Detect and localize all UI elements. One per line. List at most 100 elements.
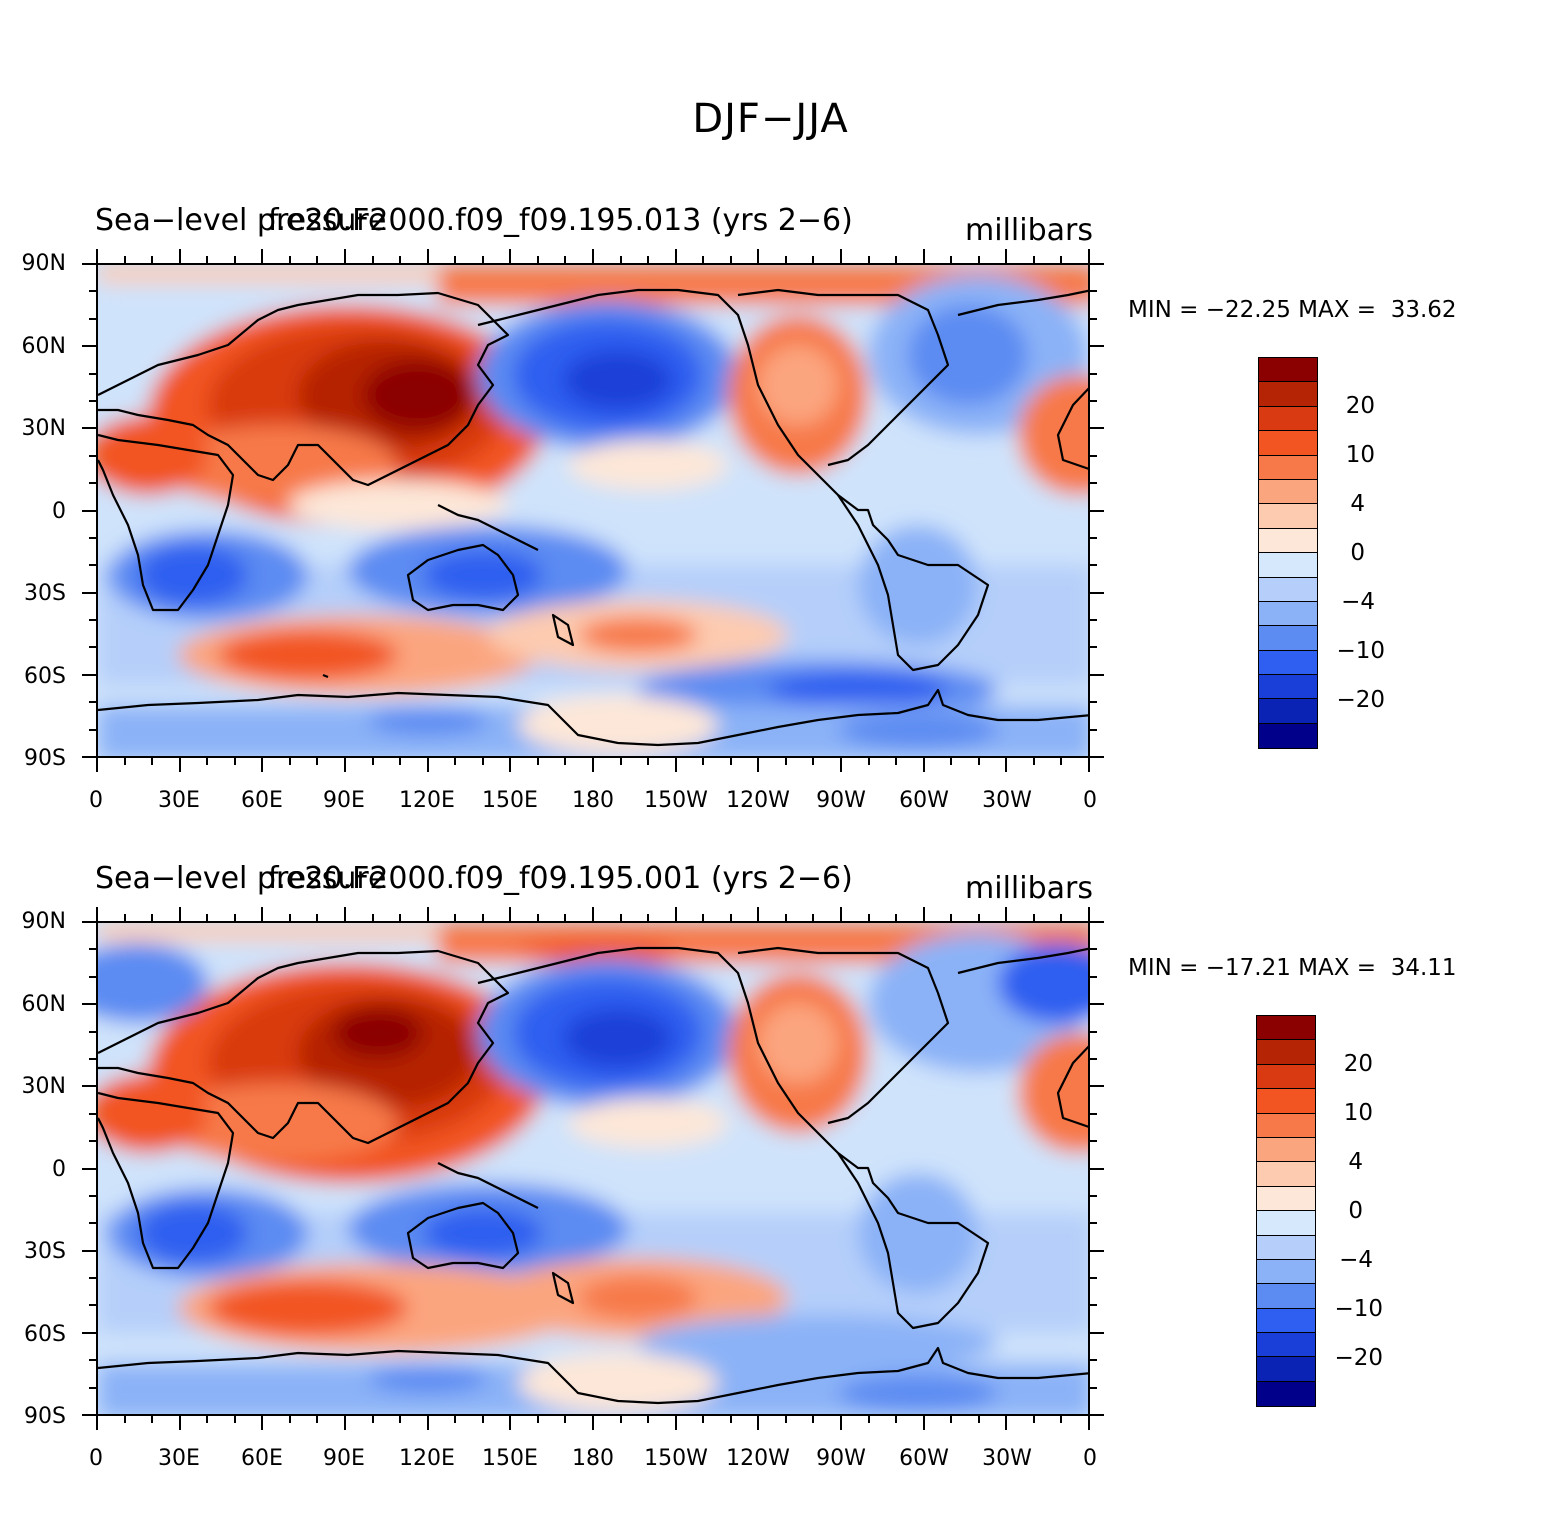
axis-tick: [124, 914, 126, 921]
y-tick-label: 30S: [24, 581, 66, 606]
axis-tick: [895, 1416, 897, 1423]
colorbar-segment: [1259, 431, 1317, 456]
colorbar-segment: [1259, 479, 1317, 505]
axis-tick: [344, 249, 346, 263]
axis-tick: [124, 1416, 126, 1423]
colorbar-segment: [1259, 577, 1317, 602]
axis-tick: [647, 758, 649, 765]
axis-tick: [151, 758, 153, 765]
axis-tick: [82, 592, 96, 594]
colorbar-label: 10: [1343, 1100, 1373, 1126]
map-plot: [96, 921, 1090, 1416]
y-tick-label: 0: [52, 1157, 66, 1182]
axis-tick: [261, 1416, 263, 1430]
axis-tick: [923, 758, 925, 772]
axis-tick: [1060, 1416, 1062, 1423]
axis-tick: [372, 758, 374, 765]
axis-tick: [89, 1222, 96, 1224]
axis-tick: [89, 373, 96, 375]
axis-tick: [89, 646, 96, 648]
axis-tick: [978, 914, 980, 921]
colorbar-segment: [1257, 1064, 1315, 1090]
axis-tick: [206, 914, 208, 921]
colorbar-label: 0: [1348, 1198, 1363, 1224]
axis-tick: [96, 758, 98, 772]
colorbar-label: −4: [1339, 1247, 1373, 1273]
axis-tick: [89, 1113, 96, 1115]
axis-tick: [289, 1416, 291, 1423]
axis-tick: [289, 914, 291, 921]
axis-tick: [179, 758, 181, 772]
axis-tick: [1090, 510, 1104, 512]
axis-tick: [757, 758, 759, 772]
axis-tick: [537, 914, 539, 921]
axis-tick: [454, 256, 456, 263]
x-tick-label: 90E: [323, 788, 365, 813]
axis-tick: [89, 1031, 96, 1033]
axis-tick: [620, 1416, 622, 1423]
colorbar-segment: [1257, 1162, 1315, 1187]
axis-tick: [950, 758, 952, 765]
axis-tick: [289, 758, 291, 765]
y-tick-label: 90N: [21, 251, 66, 276]
axis-tick: [895, 758, 897, 765]
y-tick-label: 60N: [21, 334, 66, 359]
colorbar-segment: [1259, 406, 1317, 432]
axis-tick: [1090, 1085, 1104, 1087]
axis-tick: [564, 1416, 566, 1423]
axis-tick: [96, 1416, 98, 1430]
axis-tick: [1090, 1140, 1097, 1142]
colorbar-segment: [1257, 1284, 1315, 1309]
colorbar-segment: [1257, 1113, 1315, 1138]
contour-field: [98, 265, 1088, 756]
colorbar-segment: [1257, 1259, 1315, 1285]
axis-tick: [840, 249, 842, 263]
axis-tick: [1090, 373, 1097, 375]
axis-tick: [89, 482, 96, 484]
axis-tick: [1005, 249, 1007, 263]
min-max-readout: MIN = −17.21 MAX = 34.11: [1128, 955, 1457, 981]
axis-tick: [1090, 1277, 1097, 1279]
axis-tick: [89, 976, 96, 978]
axis-tick: [537, 1416, 539, 1423]
axis-tick: [427, 1416, 429, 1430]
x-tick-label: 0: [1083, 1446, 1097, 1471]
axis-tick: [427, 758, 429, 772]
colorbar-label: −10: [1336, 638, 1385, 664]
colorbar-label: 4: [1348, 1149, 1363, 1175]
axis-tick: [592, 249, 594, 263]
y-tick-label: 30S: [24, 1239, 66, 1264]
x-tick-label: 60E: [241, 788, 283, 813]
axis-tick: [316, 256, 318, 263]
axis-tick: [675, 907, 677, 921]
axis-tick: [1090, 1058, 1097, 1060]
axis-tick: [399, 914, 401, 921]
axis-tick: [1090, 1304, 1097, 1306]
axis-tick: [675, 1416, 677, 1430]
panel-variable-title: Sea−level pressure: [95, 861, 387, 896]
axis-tick: [82, 427, 96, 429]
panel-case-title: f.e20.F2000.f09_f09.195.013 (yrs 2−6): [268, 203, 853, 238]
axis-tick: [82, 263, 96, 265]
colorbar: [1256, 1015, 1316, 1408]
axis-tick: [1090, 400, 1097, 402]
y-tick-label: 60S: [24, 1322, 66, 1347]
axis-tick: [82, 345, 96, 347]
axis-tick: [82, 1003, 96, 1005]
axis-tick: [89, 290, 96, 292]
axis-tick: [344, 758, 346, 772]
axis-tick: [82, 1414, 96, 1416]
axis-tick: [785, 256, 787, 263]
x-tick-label: 60E: [241, 1446, 283, 1471]
axis-tick: [206, 256, 208, 263]
axis-tick: [1005, 758, 1007, 772]
axis-tick: [179, 249, 181, 263]
axis-tick: [89, 1058, 96, 1060]
axis-tick: [82, 756, 96, 758]
axis-tick: [730, 1416, 732, 1423]
axis-tick: [1090, 537, 1097, 539]
axis-tick: [702, 1416, 704, 1423]
x-tick-label: 0: [89, 1446, 103, 1471]
axis-tick: [785, 758, 787, 765]
axis-tick: [868, 1416, 870, 1423]
